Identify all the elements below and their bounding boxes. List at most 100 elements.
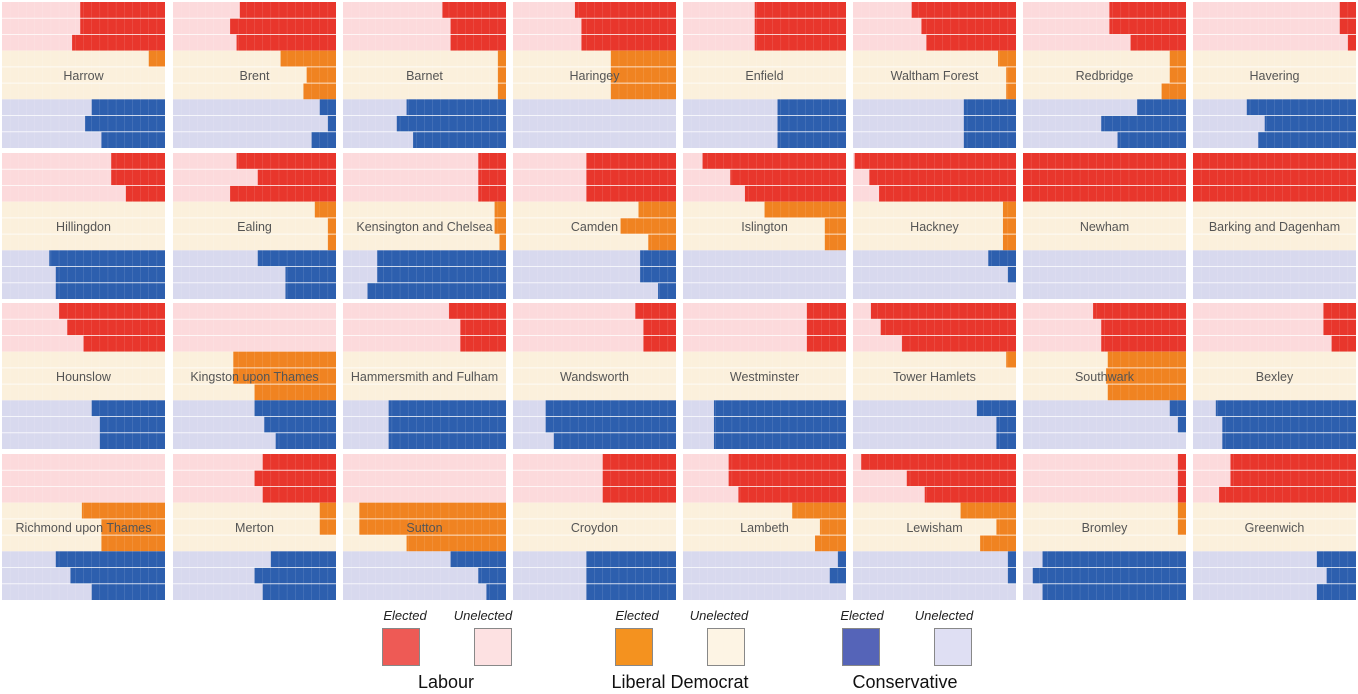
ld-unelected-section bbox=[683, 351, 846, 401]
lab-elected-bar bbox=[442, 2, 506, 19]
con-unelected-section bbox=[1023, 400, 1186, 449]
lab-elected-bar bbox=[1177, 470, 1186, 487]
lab-elected-bar bbox=[728, 470, 846, 487]
borough-name: Greenwich bbox=[1245, 521, 1305, 535]
con-elected-bar bbox=[640, 266, 676, 283]
lab-elected-bar bbox=[702, 153, 846, 170]
con-elected-bar bbox=[285, 266, 336, 283]
ld-unelected-section bbox=[2, 50, 165, 100]
borough-name: Wandsworth bbox=[560, 370, 629, 384]
lab-elected-bar bbox=[72, 34, 165, 51]
con-elected-bar bbox=[1316, 583, 1356, 600]
legend-con-elected-swatch bbox=[842, 628, 880, 666]
lab-elected-bar bbox=[478, 185, 506, 202]
lab-elected-bar bbox=[1130, 34, 1186, 51]
ld-elected-bar bbox=[815, 535, 846, 552]
legend-ld-elected-swatch bbox=[615, 628, 653, 666]
ld-unelected-section bbox=[173, 502, 336, 552]
con-elected-bar bbox=[640, 250, 676, 267]
borough-name: Hillingdon bbox=[56, 220, 111, 234]
lab-elected-bar bbox=[879, 185, 1016, 202]
legend-con-unelected-label: Unelected bbox=[914, 608, 974, 623]
lab-elected-bar bbox=[806, 319, 846, 336]
ld-elected-bar bbox=[1107, 384, 1186, 401]
con-elected-bar bbox=[963, 131, 1016, 148]
con-unelected-section bbox=[1023, 250, 1186, 299]
con-unelected-section bbox=[683, 551, 846, 600]
ld-elected-bar bbox=[280, 50, 336, 67]
ld-unelected-section bbox=[173, 201, 336, 251]
ld-elected-bar bbox=[1169, 66, 1186, 84]
con-elected-bar bbox=[99, 416, 165, 433]
con-elected-bar bbox=[1007, 551, 1016, 568]
lab-elected-bar bbox=[1023, 153, 1186, 170]
lab-elected-bar bbox=[602, 454, 676, 471]
borough-name: Tower Hamlets bbox=[893, 370, 976, 384]
borough-panel: Ealing bbox=[173, 153, 336, 299]
con-elected-bar bbox=[91, 400, 165, 417]
legend-lab-elected-label: Elected bbox=[383, 608, 427, 623]
legend-lab-elected-swatch bbox=[382, 628, 420, 666]
con-elected-bar bbox=[1316, 551, 1356, 568]
lab-elected-bar bbox=[921, 18, 1016, 35]
lab-elected-bar bbox=[1219, 486, 1356, 503]
ld-elected-bar bbox=[1169, 50, 1186, 67]
ld-unelected-section bbox=[513, 351, 676, 401]
lab-elected-bar bbox=[1093, 303, 1186, 320]
con-elected-bar bbox=[55, 282, 165, 299]
con-elected-bar bbox=[49, 250, 165, 267]
lab-elected-bar bbox=[460, 319, 506, 336]
ld-elected-bar bbox=[81, 502, 165, 519]
ld-unelected-section bbox=[1023, 50, 1186, 100]
ld-elected-bar bbox=[319, 518, 336, 536]
borough-panel: Tower Hamlets bbox=[853, 303, 1016, 449]
ld-unelected-section bbox=[1023, 201, 1186, 251]
con-elected-bar bbox=[262, 583, 336, 600]
lab-elected-bar bbox=[1193, 185, 1356, 202]
con-elected-bar bbox=[1215, 400, 1356, 417]
con-elected-bar bbox=[450, 551, 506, 568]
ld-unelected-section bbox=[343, 50, 506, 100]
lab-elected-bar bbox=[581, 34, 676, 51]
lab-elected-bar bbox=[450, 34, 506, 51]
lab-elected-bar bbox=[1109, 18, 1186, 35]
borough-name: Richmond upon Thames bbox=[16, 521, 152, 535]
borough-name: Barnet bbox=[406, 69, 443, 83]
con-elected-bar bbox=[1169, 400, 1186, 417]
con-unelected-section bbox=[173, 99, 336, 148]
borough-panel: Havering bbox=[1193, 2, 1356, 148]
con-elected-bar bbox=[367, 282, 506, 299]
con-elected-bar bbox=[586, 567, 676, 584]
lab-elected-bar bbox=[643, 335, 676, 352]
lab-elected-bar bbox=[67, 319, 165, 336]
lab-elected-bar bbox=[111, 169, 165, 186]
con-elected-bar bbox=[99, 432, 165, 449]
borough-name: Sutton bbox=[406, 521, 442, 535]
con-elected-bar bbox=[829, 567, 846, 584]
lab-elected-bar bbox=[478, 169, 506, 186]
lab-elected-bar bbox=[460, 335, 506, 352]
ld-elected-bar bbox=[303, 83, 336, 100]
ld-elected-bar bbox=[306, 66, 336, 84]
lab-unelected-section bbox=[1023, 454, 1186, 503]
legend-con-unelected-swatch bbox=[934, 628, 972, 666]
lab-unelected-section bbox=[2, 454, 165, 503]
borough-panel: Haringey bbox=[513, 2, 676, 148]
con-elected-bar bbox=[377, 250, 506, 267]
lab-elected-bar bbox=[635, 303, 676, 320]
lab-elected-bar bbox=[1339, 2, 1356, 19]
con-elected-bar bbox=[963, 115, 1016, 132]
ld-elected-bar bbox=[494, 201, 506, 218]
con-elected-bar bbox=[1177, 416, 1186, 433]
lab-elected-bar bbox=[880, 319, 1016, 336]
ld-unelected-section bbox=[853, 50, 1016, 100]
con-elected-bar bbox=[377, 266, 506, 283]
con-elected-bar bbox=[406, 99, 506, 116]
borough-name: Lewisham bbox=[906, 521, 962, 535]
ld-elected-bar bbox=[824, 234, 846, 251]
ld-elected-bar bbox=[1006, 66, 1016, 84]
ld-unelected-section bbox=[1193, 502, 1356, 552]
con-elected-bar bbox=[1042, 551, 1186, 568]
con-elected-bar bbox=[545, 400, 676, 417]
lab-elected-bar bbox=[574, 2, 676, 19]
